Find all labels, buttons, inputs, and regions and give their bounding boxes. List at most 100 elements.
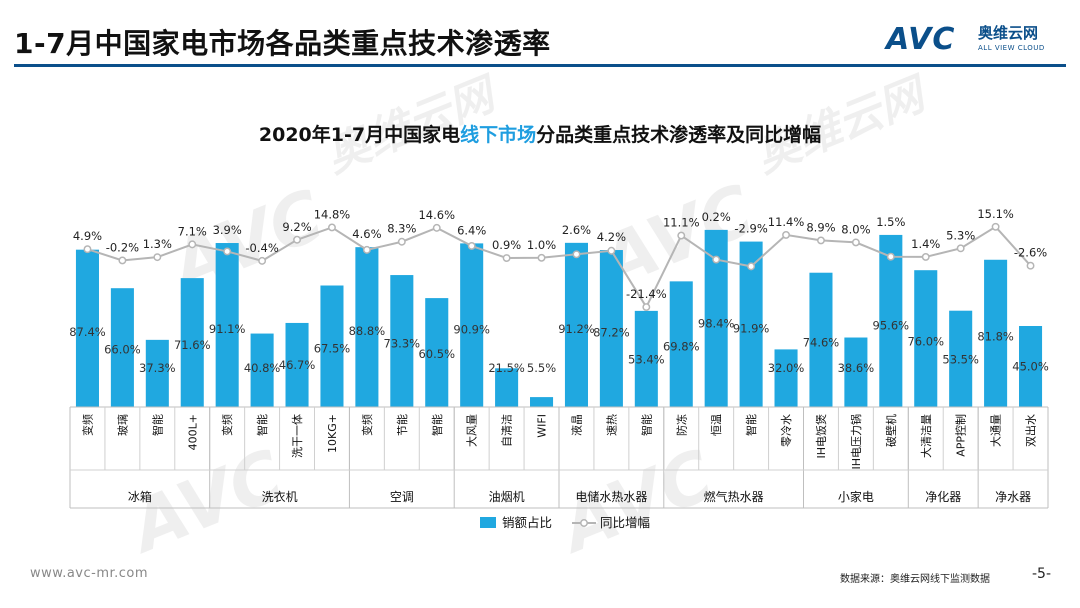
growth-point <box>747 262 756 271</box>
share-bar <box>460 243 484 407</box>
avc-logo: AVC 奥维云网 ALL VIEW CLOUD <box>886 22 1066 62</box>
share-bar <box>75 249 99 407</box>
data-source: 数据来源：奥维云网线下监测数据 <box>840 574 990 585</box>
legend-bar-label: 销额占比 <box>502 515 552 530</box>
growth-point <box>782 230 790 239</box>
growth-point <box>188 240 197 249</box>
share-bar <box>180 278 204 407</box>
growth-point <box>851 238 860 247</box>
share-bar <box>110 288 134 407</box>
growth-point <box>502 254 511 262</box>
share-label: 60.5% <box>418 347 455 361</box>
growth-point <box>921 252 930 261</box>
category-label: 大风量 <box>465 414 479 447</box>
growth-point <box>223 247 232 256</box>
category-label: 10KG+ <box>326 414 339 453</box>
growth-label: -2.9% <box>734 222 767 236</box>
share-label: 38.6% <box>838 361 875 375</box>
share-label: 69.8% <box>663 339 700 353</box>
share-label: 46.7% <box>279 358 316 372</box>
legend-line-marker <box>580 519 588 527</box>
growth-label: 5.3% <box>946 228 975 242</box>
growth-point <box>153 253 162 262</box>
group-label: 净化器 <box>925 490 961 504</box>
growth-label: 11.4% <box>768 215 805 229</box>
group-label: 洗衣机 <box>262 489 298 504</box>
category-label: 防冻 <box>674 414 688 436</box>
share-bar <box>844 337 868 407</box>
chart-title-highlight: 线下市场 <box>460 124 537 146</box>
growth-point <box>467 241 476 250</box>
growth-point <box>118 256 127 265</box>
share-bar <box>355 247 379 407</box>
growth-label: 0.2% <box>702 210 731 224</box>
category-label: 节能 <box>395 414 409 436</box>
growth-line <box>87 225 1032 310</box>
share-label: 53.5% <box>942 353 979 367</box>
growth-label: 8.3% <box>387 222 416 236</box>
share-label: 67.5% <box>314 341 351 355</box>
share-bar <box>634 310 658 407</box>
category-label: 大通量 <box>989 414 1003 447</box>
share-bar <box>495 368 519 407</box>
category-label: 玻璃 <box>115 414 129 436</box>
growth-point <box>886 252 895 261</box>
share-label: 71.6% <box>174 338 211 352</box>
logo-en-name: ALL VIEW CLOUD <box>978 44 1045 52</box>
growth-label: 0.9% <box>492 238 521 252</box>
share-bar <box>390 275 414 407</box>
legend-bar-swatch <box>480 517 496 528</box>
growth-point <box>432 223 441 232</box>
growth-label: 3.9% <box>213 223 242 237</box>
growth-label: -2.6% <box>1014 246 1047 260</box>
share-bar <box>774 349 798 407</box>
category-label: 变频 <box>80 414 94 436</box>
category-label: 速热 <box>605 414 618 436</box>
growth-label: 15.1% <box>977 207 1014 221</box>
share-label: 5.5% <box>527 361 556 375</box>
chart-title-part3: 分品类重点技术渗透率及同比增幅 <box>536 124 822 146</box>
share-bar <box>285 322 309 407</box>
share-label: 32.0% <box>768 361 805 375</box>
growth-point <box>328 223 336 232</box>
share-label: 81.8% <box>977 330 1014 344</box>
category-label: 智能 <box>639 414 653 436</box>
share-bar <box>564 242 588 407</box>
chart-title: 2020年1-7月中国家电线下市场分品类重点技术渗透率及同比增幅 <box>0 120 1080 147</box>
growth-label: 14.6% <box>418 208 455 222</box>
growth-label: 1.5% <box>876 215 905 229</box>
group-label: 冰箱 <box>128 489 152 504</box>
share-label: 76.0% <box>907 334 944 348</box>
share-bar <box>879 234 903 407</box>
share-bar <box>425 298 449 407</box>
share-bar <box>530 397 554 407</box>
share-bar <box>215 243 239 407</box>
share-label: 90.9% <box>453 322 490 336</box>
growth-label: 1.3% <box>143 237 172 251</box>
growth-point <box>956 244 965 253</box>
growth-point <box>642 303 651 312</box>
category-label: 自清洁 <box>501 414 514 447</box>
category-label: 智能 <box>150 414 164 436</box>
growth-label: -0.4% <box>245 241 278 255</box>
growth-point <box>817 236 825 245</box>
growth-label: 7.1% <box>178 224 207 238</box>
share-bar <box>1019 326 1043 407</box>
group-label: 电储水热水器 <box>575 489 647 504</box>
logo-mark: AVC <box>886 22 956 57</box>
group-label: 小家电 <box>838 489 874 504</box>
share-bar <box>809 272 833 407</box>
footer-url[interactable]: www.avc-mr.com <box>30 566 149 581</box>
share-label: 91.1% <box>209 322 246 336</box>
growth-point <box>258 256 267 265</box>
group-label: 燃气热水器 <box>704 489 764 504</box>
share-label: 87.4% <box>69 325 106 339</box>
share-label: 37.3% <box>139 361 176 375</box>
page-title: 1-7月中国家电市场各品类重点技术渗透率 <box>14 27 551 60</box>
category-label: 双出水 <box>1024 414 1038 447</box>
share-label: 73.3% <box>384 337 421 351</box>
category-label: 变频 <box>360 414 374 436</box>
growth-label: 4.2% <box>597 230 626 244</box>
growth-label: -0.2% <box>106 240 139 254</box>
category-label: 智能 <box>744 414 758 436</box>
